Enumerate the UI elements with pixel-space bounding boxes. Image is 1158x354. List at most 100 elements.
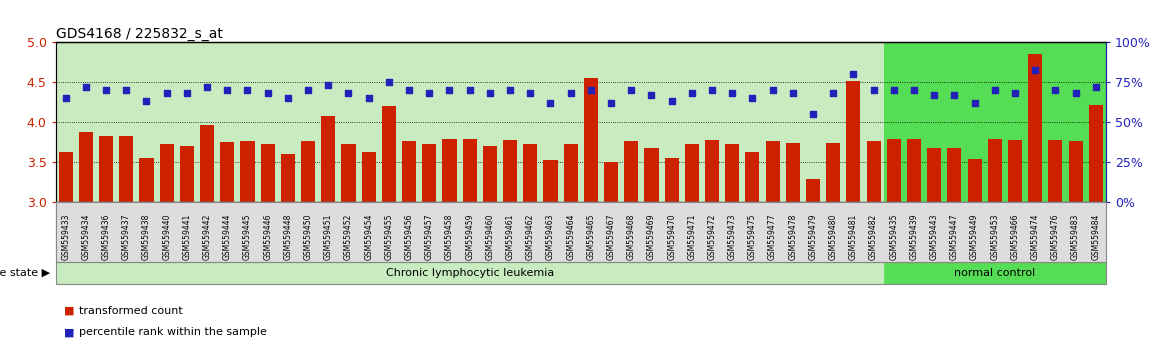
Text: GSM559483: GSM559483 xyxy=(1071,213,1080,260)
Bar xyxy=(462,139,477,202)
Text: GSM559443: GSM559443 xyxy=(930,213,939,260)
Point xyxy=(925,92,944,98)
Bar xyxy=(543,160,557,202)
Point xyxy=(359,96,378,101)
Bar xyxy=(786,143,800,202)
Text: GSM559434: GSM559434 xyxy=(81,213,90,260)
Point xyxy=(1086,84,1105,90)
Bar xyxy=(56,42,884,202)
Text: transformed count: transformed count xyxy=(79,306,183,316)
Text: GSM559436: GSM559436 xyxy=(102,213,110,260)
Text: GSM559465: GSM559465 xyxy=(586,213,595,260)
Bar xyxy=(705,141,719,202)
Bar xyxy=(887,139,901,202)
Text: GSM559462: GSM559462 xyxy=(526,213,535,260)
Text: GSM559435: GSM559435 xyxy=(889,213,899,260)
Bar xyxy=(644,148,659,202)
Point xyxy=(703,87,721,93)
Bar xyxy=(884,42,1106,202)
Text: GSM559468: GSM559468 xyxy=(626,213,636,260)
Point xyxy=(763,87,782,93)
Bar xyxy=(866,141,881,202)
Point xyxy=(481,91,499,96)
Point xyxy=(541,100,559,106)
Text: GSM559447: GSM559447 xyxy=(950,213,959,260)
Point xyxy=(239,87,257,93)
Bar xyxy=(321,116,336,202)
Point xyxy=(904,87,923,93)
Point xyxy=(177,91,196,96)
Bar xyxy=(725,144,739,202)
Point xyxy=(1026,67,1045,73)
Text: GSM559449: GSM559449 xyxy=(970,213,980,260)
Bar xyxy=(907,139,921,202)
Bar xyxy=(342,144,356,202)
Bar xyxy=(806,179,820,202)
Bar xyxy=(928,148,941,202)
Text: GSM559433: GSM559433 xyxy=(61,213,71,260)
Bar xyxy=(220,142,234,202)
Text: GSM559445: GSM559445 xyxy=(243,213,252,260)
Point xyxy=(743,96,762,101)
Bar xyxy=(1069,141,1083,202)
Point xyxy=(885,87,903,93)
Text: GSM559476: GSM559476 xyxy=(1051,213,1060,260)
Text: GSM559454: GSM559454 xyxy=(364,213,373,260)
Text: GSM559450: GSM559450 xyxy=(303,213,313,260)
Point xyxy=(985,87,1004,93)
Text: GSM559455: GSM559455 xyxy=(384,213,394,260)
Point xyxy=(380,80,398,85)
Text: GSM559459: GSM559459 xyxy=(466,213,474,260)
Point xyxy=(1046,87,1064,93)
Text: GSM559438: GSM559438 xyxy=(142,213,151,260)
Point xyxy=(420,91,439,96)
Bar xyxy=(139,158,154,202)
Text: GSM559461: GSM559461 xyxy=(506,213,514,260)
Bar xyxy=(423,144,437,202)
Point xyxy=(461,87,479,93)
Point xyxy=(117,87,135,93)
Point xyxy=(945,92,963,98)
Text: GSM559473: GSM559473 xyxy=(727,213,736,260)
Text: GSM559458: GSM559458 xyxy=(445,213,454,260)
Text: GSM559440: GSM559440 xyxy=(162,213,171,260)
Bar xyxy=(483,146,497,202)
Bar xyxy=(179,146,193,202)
Point xyxy=(1067,91,1085,96)
Point xyxy=(622,87,640,93)
Bar xyxy=(624,141,638,202)
Point xyxy=(400,87,418,93)
Text: GSM559466: GSM559466 xyxy=(1011,213,1019,260)
Bar xyxy=(684,144,699,202)
Text: GSM559478: GSM559478 xyxy=(789,213,798,260)
Point xyxy=(723,91,741,96)
Point xyxy=(339,91,358,96)
Bar xyxy=(665,158,679,202)
Bar xyxy=(746,152,760,202)
Text: GSM559453: GSM559453 xyxy=(990,213,999,260)
Text: GDS4168 / 225832_s_at: GDS4168 / 225832_s_at xyxy=(56,28,222,41)
Bar xyxy=(564,144,578,202)
Point xyxy=(440,87,459,93)
Bar xyxy=(1089,105,1102,202)
Bar xyxy=(988,139,1002,202)
Bar xyxy=(301,141,315,202)
Point xyxy=(804,111,822,117)
Text: GSM559439: GSM559439 xyxy=(909,213,918,260)
Bar xyxy=(382,106,396,202)
Bar xyxy=(503,140,518,202)
Text: GSM559479: GSM559479 xyxy=(808,213,818,260)
Point xyxy=(662,98,681,104)
Bar xyxy=(604,162,618,202)
Bar xyxy=(947,148,961,202)
Text: ■: ■ xyxy=(64,306,74,316)
Text: GSM559474: GSM559474 xyxy=(1031,213,1040,260)
Point xyxy=(76,84,95,90)
Point xyxy=(602,100,621,106)
Text: GSM559471: GSM559471 xyxy=(688,213,696,260)
Text: GSM559480: GSM559480 xyxy=(829,213,837,260)
Point xyxy=(784,91,802,96)
Text: GSM559472: GSM559472 xyxy=(708,213,717,260)
Point xyxy=(279,96,298,101)
Text: GSM559482: GSM559482 xyxy=(870,213,878,260)
